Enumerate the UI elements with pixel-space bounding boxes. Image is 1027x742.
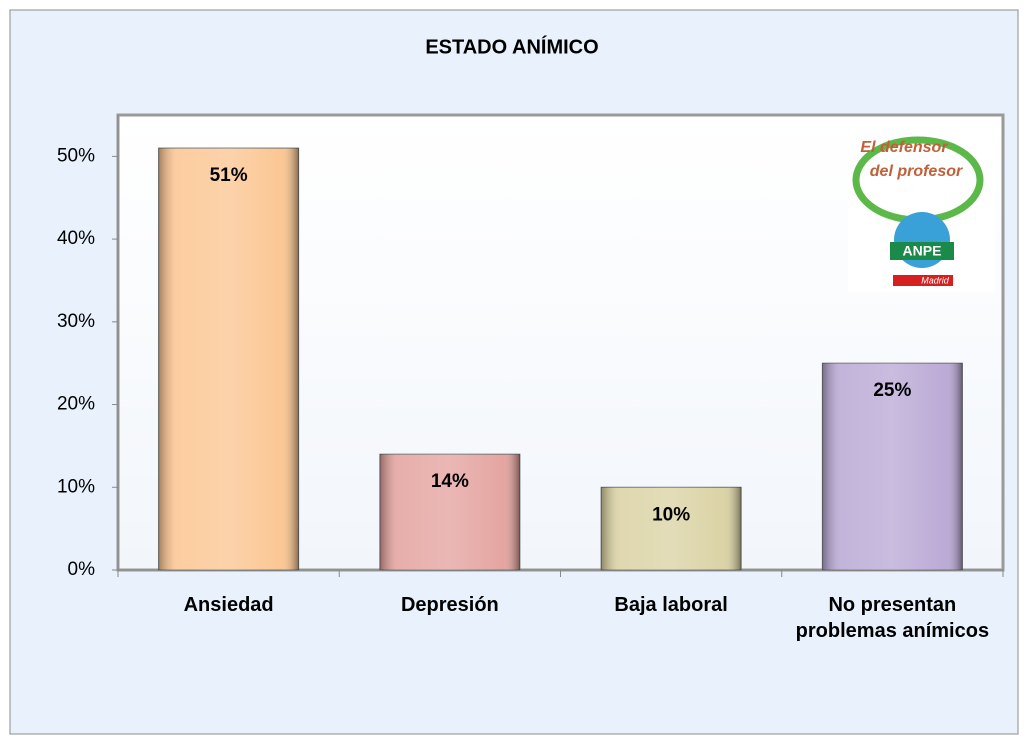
logo-text: El defensor <box>860 139 948 156</box>
x-tick-label: Depresión <box>400 594 499 616</box>
y-tick-label: 40% <box>57 228 95 249</box>
chart-title: ESTADO ANÍMICO <box>425 35 598 58</box>
value-label: 25% <box>873 380 911 401</box>
value-label: 51% <box>210 165 248 186</box>
logo-brand: ANPE <box>903 243 942 259</box>
x-tick-label: Baja laboral <box>614 594 728 616</box>
value-label: 10% <box>652 504 690 525</box>
y-tick-label: 10% <box>57 476 95 497</box>
bar-shade <box>379 454 520 570</box>
y-tick-label: 0% <box>68 559 96 580</box>
x-tick-label: Ansiedad <box>183 594 274 616</box>
logo-band <box>890 242 954 260</box>
bar-shade <box>601 487 742 570</box>
logo-region: Madrid <box>921 275 950 285</box>
y-tick-label: 50% <box>57 145 95 166</box>
x-tick-label: No presentan problemas anímicos <box>795 594 990 642</box>
bar-shade <box>158 148 299 570</box>
bar-shade <box>822 363 963 570</box>
y-tick-label: 20% <box>57 394 95 415</box>
logo-flag <box>893 275 953 286</box>
logo: El defensor del profesor ANPE Madrid <box>848 124 995 292</box>
y-tick-label: 30% <box>57 311 95 332</box>
logo-text: del profesor <box>870 163 963 180</box>
value-label: 14% <box>431 471 469 492</box>
